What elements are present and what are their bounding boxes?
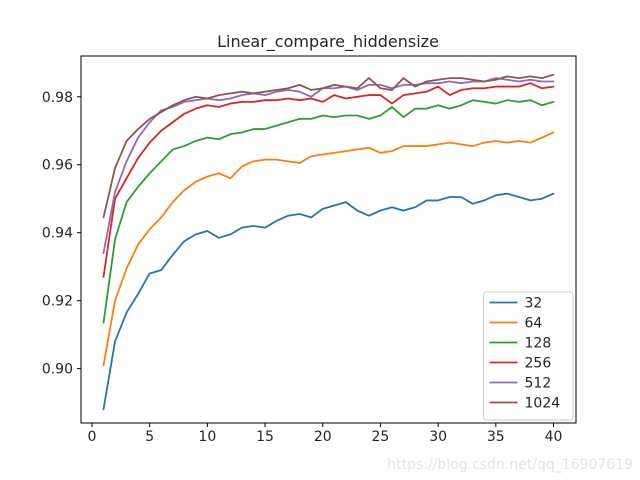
x-tick-label: 5 <box>145 429 154 445</box>
axis-ticks: 0 5 10 15 20 25 30 35 40 0.90 0.92 0.94 0.96 0.98 <box>42 90 563 445</box>
legend-box <box>483 291 574 421</box>
x-tick-label: 0 <box>88 429 97 445</box>
y-tick-label: 0.98 <box>42 90 73 106</box>
y-tick-label: 0.94 <box>42 226 73 242</box>
x-tick-label: 10 <box>198 429 216 445</box>
legend-entry-64: 64 <box>489 316 543 332</box>
legend-entry-512: 512 <box>489 376 552 392</box>
legend-entry-128: 128 <box>489 336 552 352</box>
x-tick-label: 40 <box>545 429 563 445</box>
series-line-32 <box>102 192 555 411</box>
legend-entry-32: 32 <box>489 296 543 312</box>
legend-label: 512 <box>525 376 552 392</box>
x-tick-label: 35 <box>487 429 505 445</box>
legend-label: 64 <box>525 316 543 332</box>
series-line-128 <box>102 99 555 324</box>
series-line-1024 <box>102 73 555 219</box>
chart-title: Linear_compare_hiddensize <box>217 32 439 52</box>
legend-entry-256: 256 <box>489 356 552 372</box>
legend-label: 256 <box>525 356 552 372</box>
x-tick-label: 25 <box>372 429 390 445</box>
legend-label: 128 <box>525 336 552 352</box>
x-tick-label: 30 <box>429 429 447 445</box>
legend-label: 32 <box>525 296 543 312</box>
series-lines <box>102 73 555 411</box>
watermark: https://blog.csdn.net/qq_16907619 <box>387 457 633 473</box>
legend-label: 1024 <box>525 396 561 412</box>
y-tick-label: 0.90 <box>42 362 73 378</box>
series-line-256 <box>102 82 555 278</box>
x-tick-label: 20 <box>314 429 332 445</box>
x-tick-label: 15 <box>256 429 274 445</box>
series-line-64 <box>102 131 555 367</box>
y-tick-label: 0.96 <box>42 158 73 174</box>
legend-entry-1024: 1024 <box>489 396 561 412</box>
legend: 32 64 128 256 512 1024 <box>483 291 574 421</box>
y-tick-label: 0.92 <box>42 294 73 310</box>
